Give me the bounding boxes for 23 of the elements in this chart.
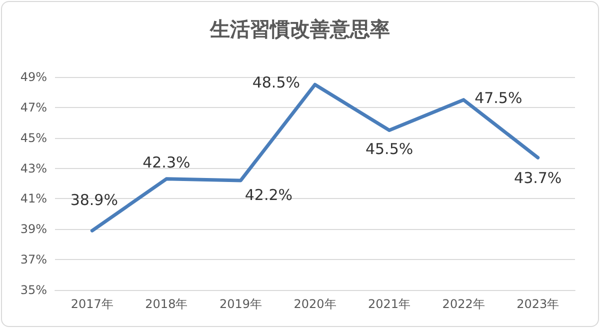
x-tick-label: 2017年: [70, 297, 114, 311]
data-label: 43.7%: [514, 169, 562, 188]
y-tick-label: 43%: [20, 161, 47, 176]
data-label: 45.5%: [365, 140, 414, 158]
y-tick-label: 49%: [20, 70, 47, 84]
x-tick-label: 2019年: [219, 297, 262, 311]
data-label: 47.5%: [474, 88, 522, 107]
y-tick-label: 37%: [20, 252, 47, 267]
data-label: 48.5%: [252, 74, 300, 92]
x-tick-label: 2022年: [442, 297, 485, 311]
y-tick-label: 45%: [20, 130, 47, 145]
data-label: 42.2%: [244, 186, 293, 204]
x-tick-label: 2018年: [145, 297, 188, 311]
x-tick-label: 2020年: [294, 297, 336, 311]
x-tick-label: 2021年: [368, 297, 411, 311]
y-tick-label: 47%: [20, 100, 47, 114]
data-label: 38.9%: [70, 191, 118, 210]
y-tick-label: 41%: [20, 192, 47, 206]
x-tick-label: 2023年: [516, 297, 560, 311]
y-tick-label: 39%: [20, 222, 47, 236]
data-label: 42.3%: [142, 153, 190, 172]
chart-title: 生活習慣改善意思率: [209, 17, 390, 41]
y-tick-label: 35%: [20, 283, 47, 297]
